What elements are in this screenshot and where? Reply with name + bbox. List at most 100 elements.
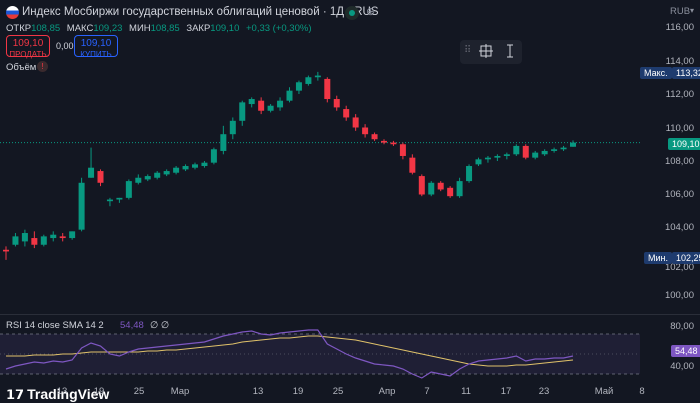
change-value: +0,33 (+0,30%) [246,23,312,34]
date-tick: 23 [538,386,550,397]
candle-body [173,167,180,173]
candle-body [371,134,378,140]
candle-body [295,82,302,91]
candle-body [381,140,387,143]
date-tick: 13 [252,386,264,397]
last-price-tag[interactable]: 109,10 [668,138,700,150]
candle-body [192,164,198,168]
candle-body [21,233,28,242]
candle-body [513,145,520,155]
currency-label[interactable]: RUB [670,6,691,17]
rsi-tick: 80,00 [670,321,694,332]
rsi-value: 54,48 [120,320,144,331]
close-label: ЗАКР [186,23,211,34]
tradingview-logo[interactable]: 𝟭𝟳 TradingView [6,386,109,403]
currency-chevron-icon[interactable]: ▾ [690,6,695,15]
rsi-chart[interactable] [0,322,640,382]
date-axis[interactable]: 13 19 25 Мар 13 19 25 Апр 7 11 17 23 Май… [0,386,645,400]
high-label: МАКС [66,23,94,34]
candle-body [210,149,217,163]
pane-divider[interactable] [0,314,700,315]
candle-body [324,78,331,100]
candle-body [116,197,123,200]
text-cursor-tool-icon[interactable] [502,43,518,59]
min-label-tag: Мин. [644,252,672,264]
date-tick: 25 [332,386,344,397]
price-tick: 116,00 [665,22,694,33]
candle-body [532,152,539,158]
candle-body [503,154,510,156]
candle-body [522,145,529,158]
candle-body [399,144,406,156]
sell-button[interactable]: 109,10 ПРОДАТЬ [6,35,50,59]
date-tick: 8 [639,386,645,397]
symbol-title[interactable]: Индекс Мосбиржи государственных облигаци… [22,6,379,18]
candle-body [343,109,350,118]
price-chart[interactable] [0,0,640,300]
price-tick: 114,00 [665,56,694,67]
candle-body [305,77,312,84]
max-value-tag: 113,32 [672,67,700,79]
candle-body [229,120,236,135]
candle-body [437,182,444,190]
drawing-toolbox: ⠿ [460,40,522,64]
drag-handle-icon[interactable]: ⠿ [464,45,472,56]
candle-body [466,166,473,182]
candle-body [12,236,19,245]
candle-body [50,234,57,239]
candle-body [541,150,548,155]
volume-label[interactable]: Объём [6,62,37,73]
candle-body [220,134,227,151]
candle-body [182,166,189,170]
price-tick: 102,00 [664,262,694,273]
close-value: 109,10 [210,23,240,34]
candle-body [69,231,76,239]
date-tick: 7 [424,386,430,397]
spread-value: 0,00 [56,41,74,51]
candle-body [154,172,161,178]
buy-button[interactable]: 109,10 КУПИТЬ [74,35,118,59]
candle-body [456,181,463,197]
candle-body [31,238,38,245]
rsi-label[interactable]: RSI 14 close SMA 14 2 [6,320,104,331]
rsi-tick: 40,00 [670,361,694,372]
high-value: 109,23 [93,23,123,34]
candle-body [239,102,246,121]
candle-body [551,149,558,151]
candle-body [144,176,151,180]
candle-body [78,182,85,230]
open-value: 108,85 [31,23,61,34]
date-tick: 11 [461,386,471,397]
buy-label: КУПИТЬ [80,50,112,59]
flag-icon [6,6,19,19]
buy-price: 109,10 [80,38,112,49]
date-tick: 13 [56,386,68,397]
date-tick: Май [594,386,614,397]
candle-body [570,142,576,147]
candle-body [59,236,66,239]
candle-body [428,182,435,195]
candle-body [314,75,321,78]
candle-body [390,142,397,145]
sell-label: ПРОДАТЬ [9,50,47,59]
date-tick: 19 [93,386,105,397]
ohlc-row: ОТКР108,85 МАКС109,23 МИН108,85 ЗАКР109,… [6,23,316,34]
flag-marker-icon[interactable]: ⊕ [366,6,376,18]
market-status-icon[interactable] [345,6,359,20]
rsi-na-values: ∅ ∅ [150,320,170,331]
candle-body [362,127,369,135]
candle-body [333,99,340,108]
sell-price: 109,10 [12,38,44,49]
crosshair-tool-icon[interactable] [478,43,494,59]
price-tick: 106,00 [664,189,694,200]
candle-body [418,176,425,195]
date-tick: 25 [133,386,145,397]
candle-body [201,162,208,167]
max-label-tag: Макс. [640,67,672,79]
volume-hidden-icon[interactable]: ! [37,61,48,72]
candle-body [106,199,113,202]
candle-body [409,157,416,173]
candle-body [277,100,284,108]
candle-body [484,157,491,160]
candle-body [40,236,47,245]
